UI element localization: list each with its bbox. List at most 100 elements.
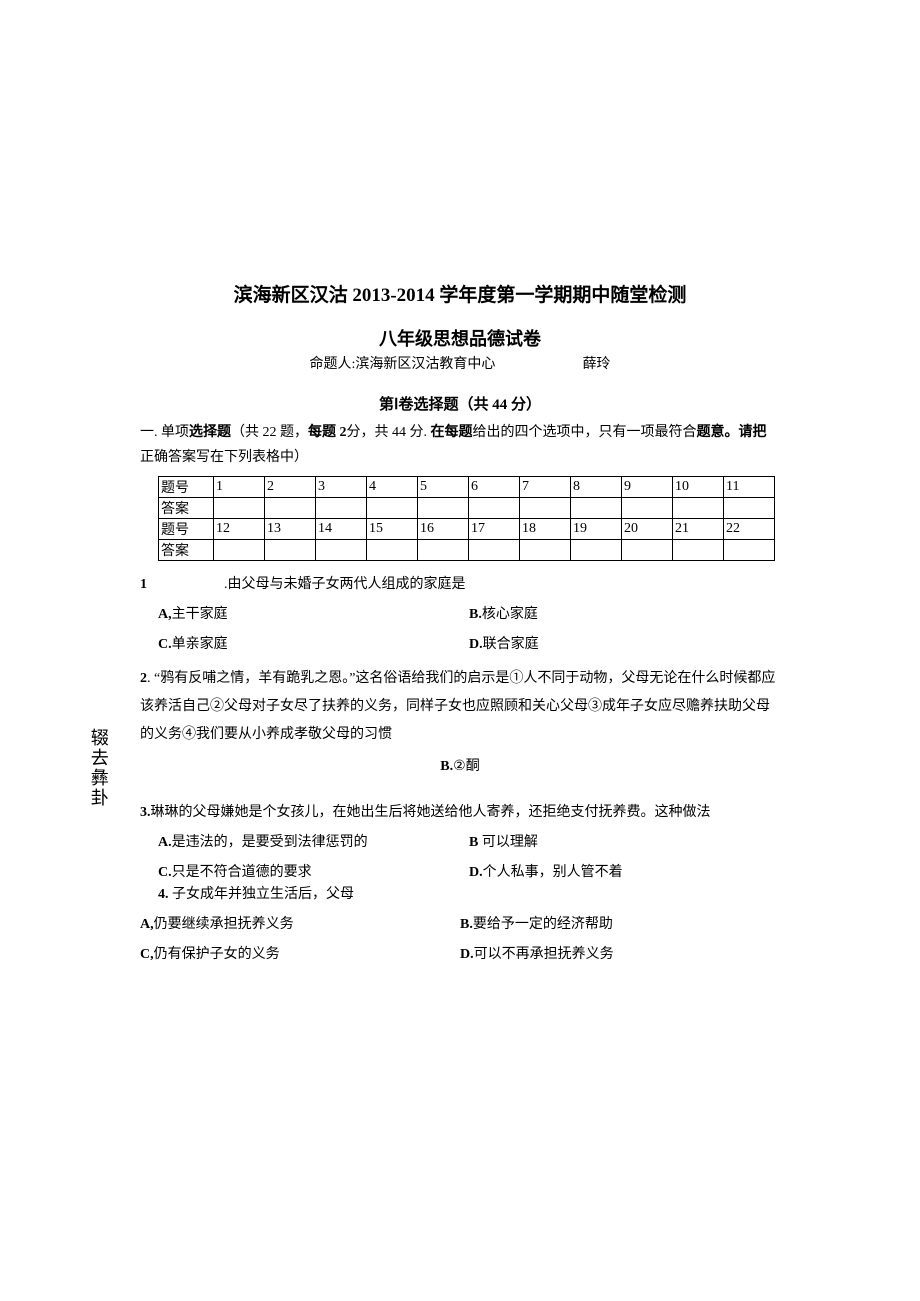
table-cell	[724, 540, 775, 561]
answer-table: 题号 1 2 3 4 5 6 7 8 9 10 11 答案	[158, 476, 775, 561]
instr-part8: 题意。请把	[697, 425, 767, 440]
table-cell: 3	[316, 477, 367, 498]
table-row: 答案	[159, 498, 775, 519]
opt-label: B.	[440, 759, 453, 774]
q3-opt-a: A.是违法的，是要受到法律惩罚的	[158, 829, 469, 857]
q4-opt-d: D.可以不再承担抚养义务	[460, 941, 780, 969]
opt-label: B.	[460, 917, 473, 932]
vertical-margin-text: 辍去彝卦	[88, 728, 108, 808]
row-label: 题号	[159, 477, 214, 498]
table-cell	[622, 540, 673, 561]
opt-label: B	[469, 835, 478, 850]
q2-center-opt: B.②酮	[140, 753, 780, 781]
table-cell	[469, 498, 520, 519]
opt-label: D.	[469, 865, 483, 880]
table-cell	[673, 540, 724, 561]
opt-label: C,	[140, 947, 154, 962]
table-cell	[724, 498, 775, 519]
table-cell: 20	[622, 519, 673, 540]
question-3: 3.琳琳的父母嫌她是个女孩儿，在她出生后将她送给他人寄养，还拒绝支付抚养费。这种…	[140, 799, 780, 887]
table-cell: 4	[367, 477, 418, 498]
table-cell: 17	[469, 519, 520, 540]
opt-text: 个人私事，别人管不着	[483, 865, 623, 880]
q4-opt-b: B.要给予一定的经济帮助	[460, 911, 780, 939]
table-cell	[571, 540, 622, 561]
row-label: 答案	[159, 540, 214, 561]
opt-label: D.	[460, 947, 474, 962]
opt-text: 主干家庭	[172, 607, 228, 622]
table-cell: 16	[418, 519, 469, 540]
table-cell	[520, 498, 571, 519]
q1-options-row2: C.单亲家庭 D.联合家庭	[158, 631, 780, 659]
main-title: 滨海新区汉沽 2013-2014 学年度第一学期期中随堂检测	[140, 280, 780, 307]
table-cell: 22	[724, 519, 775, 540]
author-line: 命题人:滨海新区汉沽教育中心 薛玲	[140, 353, 780, 373]
opt-text: 是违法的，是要受到法律惩罚的	[172, 835, 368, 850]
table-cell	[316, 540, 367, 561]
author-prefix: 命题人:滨海新区汉沽教育中心	[310, 357, 496, 372]
q4-options-row2: C,仍有保护子女的义务 D.可以不再承担抚养义务	[140, 941, 780, 969]
table-cell: 12	[214, 519, 265, 540]
table-row: 题号 12 13 14 15 16 17 18 19 20 21 22	[159, 519, 775, 540]
opt-text: 单亲家庭	[172, 637, 228, 652]
instructions: 一. 单项选择题（共 22 题，每题 2分，共 44 分. 在每题给出的四个选项…	[140, 420, 780, 470]
q3-opt-b: B 可以理解	[469, 829, 780, 857]
q2-text: . “鸦有反哺之情，羊有跪乳之恩。”这名俗语给我们的启示是①人不同于动物，父母无…	[140, 671, 775, 742]
section-header: 第Ⅰ卷选择题（共 44 分）	[140, 393, 780, 414]
table-cell	[571, 498, 622, 519]
q2-num: 2	[140, 671, 147, 686]
opt-label: A,	[158, 607, 172, 622]
table-cell: 9	[622, 477, 673, 498]
q3-text: 琳琳的父母嫌她是个女孩儿，在她出生后将她送给他人寄养，还拒绝支付抚养费。这种做法	[151, 805, 711, 820]
q1-opt-d: D.联合家庭	[469, 631, 780, 659]
table-cell	[265, 540, 316, 561]
opt-label: B.	[469, 607, 482, 622]
opt-text: 只是不符合道德的要求	[172, 865, 312, 880]
instr-part3: （共 22 题，	[231, 425, 308, 440]
table-cell	[214, 540, 265, 561]
table-cell	[622, 498, 673, 519]
q1-text: 由父母与未婚子女两代人组成的家庭是	[228, 577, 466, 592]
instr-part7: 给出的四个选项中，只有一项最符合	[473, 425, 697, 440]
q3-opt-d: D.个人私事，别人管不着	[469, 859, 780, 887]
table-cell	[520, 540, 571, 561]
table-cell: 6	[469, 477, 520, 498]
opt-label: A.	[158, 835, 172, 850]
q3-options-row1: A.是违法的，是要受到法律惩罚的 B 可以理解	[158, 829, 780, 857]
sub-title: 八年级思想品德试卷	[140, 325, 780, 351]
opt-text: 要给予一定的经济帮助	[473, 917, 613, 932]
instr-part4: 每题 2	[308, 425, 347, 440]
exam-page: 滨海新区汉沽 2013-2014 学年度第一学期期中随堂检测 八年级思想品德试卷…	[0, 0, 920, 1049]
table-cell: 2	[265, 477, 316, 498]
table-cell	[367, 540, 418, 561]
opt-text: ②酮	[453, 759, 480, 774]
table-cell	[316, 498, 367, 519]
table-cell	[469, 540, 520, 561]
q4-options-row1: A,仍要继续承担抚养义务 B.要给予一定的经济帮助	[140, 911, 780, 939]
table-row: 题号 1 2 3 4 5 6 7 8 9 10 11	[159, 477, 775, 498]
table-cell: 15	[367, 519, 418, 540]
table-cell: 11	[724, 477, 775, 498]
table-cell: 13	[265, 519, 316, 540]
q4-opt-c: C,仍有保护子女的义务	[140, 941, 460, 969]
table-cell	[418, 540, 469, 561]
table-cell	[367, 498, 418, 519]
table-cell: 14	[316, 519, 367, 540]
q1-opt-c: C.单亲家庭	[158, 631, 469, 659]
q1-num: 1	[140, 577, 147, 592]
table-cell: 21	[673, 519, 724, 540]
table-cell: 18	[520, 519, 571, 540]
q1-opt-a: A,主干家庭	[158, 601, 469, 629]
opt-label: C.	[158, 637, 172, 652]
q4-num: 4.	[158, 887, 169, 902]
question-4: 4. 子女成年并独立生活后，父母 A,仍要继续承担抚养义务 B.要给予一定的经济…	[140, 881, 780, 969]
instr-part2: 选择题	[189, 425, 231, 440]
question-2: 2. “鸦有反哺之情，羊有跪乳之恩。”这名俗语给我们的启示是①人不同于动物，父母…	[140, 665, 780, 781]
table-cell	[265, 498, 316, 519]
question-1: 1 .由父母与未婚子女两代人组成的家庭是 A,主干家庭 B.核心家庭 C.单亲家…	[140, 571, 780, 659]
q1-options-row1: A,主干家庭 B.核心家庭	[158, 601, 780, 629]
opt-text: 仍有保护子女的义务	[154, 947, 280, 962]
table-cell: 7	[520, 477, 571, 498]
opt-text: 可以理解	[478, 835, 538, 850]
q4-opt-a: A,仍要继续承担抚养义务	[140, 911, 460, 939]
